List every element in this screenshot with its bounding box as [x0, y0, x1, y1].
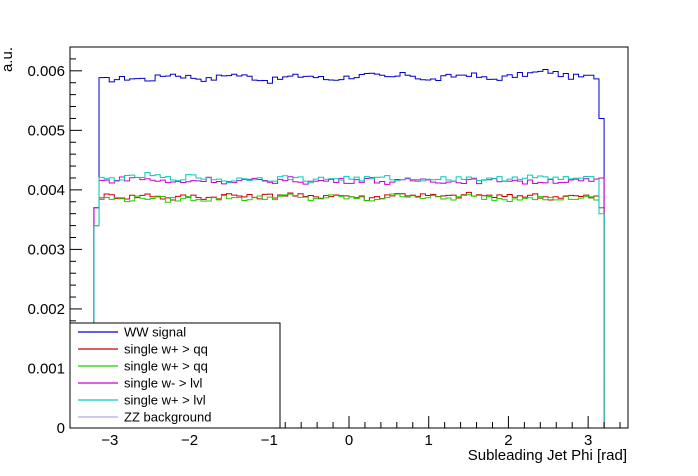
y-tick-label: 0.002 [27, 301, 65, 318]
y-tick-label: 0.003 [27, 241, 65, 258]
y-axis: 0 0.001 0.002 0.003 0.004 0.005 0.006 [27, 46, 82, 437]
legend-label: single w+ > qq [124, 359, 208, 374]
legend: WW signal single w+ > qq single w+ > qq sin… [69, 322, 281, 429]
legend-label: single w- > lvl [124, 376, 202, 391]
legend-label: single w+ > lvl [124, 393, 206, 408]
y-tick-label: 0.001 [27, 360, 65, 377]
legend-box [69, 322, 281, 429]
series-line [93, 172, 605, 429]
series-line [93, 193, 605, 429]
x-tick-label: 1 [425, 432, 433, 449]
x-tick-label: 2 [504, 432, 512, 449]
y-tick-label: 0.005 [27, 122, 65, 139]
x-tick-label: −1 [261, 432, 278, 449]
y-tick-label: 0 [57, 420, 65, 437]
y-tick-label: 0.006 [27, 63, 65, 80]
series-line [93, 191, 605, 429]
y-axis-title: a.u. [0, 47, 16, 72]
legend-label: ZZ background [124, 410, 211, 425]
x-tick-label: 0 [345, 432, 353, 449]
legend-label: single w+ > qq [124, 342, 208, 357]
x-tick-label: 3 [584, 432, 592, 449]
series-line [93, 176, 605, 429]
x-tick-label: −2 [181, 432, 198, 449]
series-layer [93, 69, 605, 429]
series-line [93, 69, 605, 429]
x-tick-label: −3 [101, 432, 118, 449]
x-axis-title: Subleading Jet Phi [rad] [468, 447, 627, 464]
y-tick-label: 0.004 [27, 182, 65, 199]
legend-label: WW signal [124, 325, 186, 340]
